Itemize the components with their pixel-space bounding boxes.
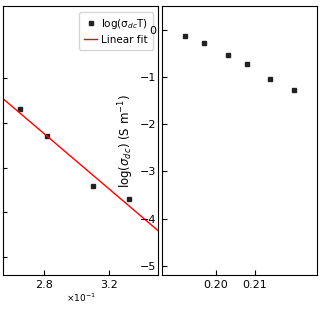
- Y-axis label: log($\sigma_{dc}$) (S m$^{-1}$): log($\sigma_{dc}$) (S m$^{-1}$): [116, 94, 136, 188]
- Line: log(σ$_{dc}$T): log(σ$_{dc}$T): [17, 107, 132, 202]
- log(σ$_{dc}$T): [18, 108, 21, 111]
- Linear fit: [81, 165, 85, 169]
- log(σ$_{dc}$T): [127, 197, 131, 201]
- Linear fit: [149, 222, 153, 226]
- Linear fit: [37, 128, 41, 132]
- Linear fit: [156, 229, 160, 233]
- Linear fit: [94, 176, 98, 180]
- Line: Linear fit: Linear fit: [3, 99, 158, 231]
- log(σ$_{dc}$T): [45, 134, 49, 138]
- Linear fit: [144, 218, 148, 222]
- X-axis label: $\times$10$^{-1}$: $\times$10$^{-1}$: [66, 292, 96, 304]
- Legend: log(σ$_{dc}$T), Linear fit: log(σ$_{dc}$T), Linear fit: [79, 12, 153, 50]
- Linear fit: [1, 97, 5, 101]
- log(σ$_{dc}$T): [91, 184, 95, 188]
- Linear fit: [31, 122, 35, 126]
